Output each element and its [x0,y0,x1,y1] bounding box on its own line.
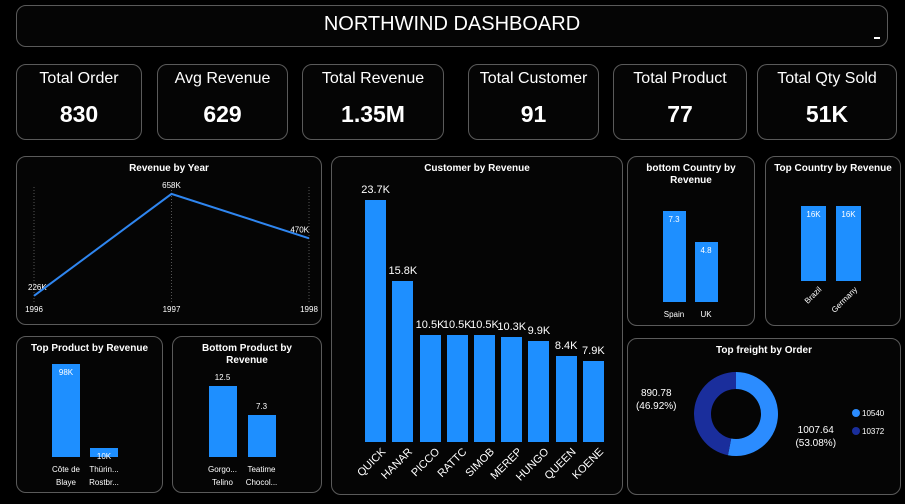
bar [555,356,577,442]
chart-panel: Top Product by Revenue 98K Côte de Blaye 10… [16,336,163,493]
chart-title: Customer by Revenue [424,163,530,174]
bar [694,242,718,302]
data-label: 10.5K [415,318,445,331]
kpi-label: Total Qty Sold [777,70,877,87]
chart-title: Top Country by Revenue [774,163,892,174]
x-tick-label: 1997 [163,305,181,314]
bar [474,334,495,442]
bar [208,385,237,457]
data-label: 10.5K [470,318,499,331]
bar [365,200,387,442]
chart-panel: Customer by Revenue 23.7K QUICK 15.8K HANAR 1… [331,156,623,495]
x-tick-label: 1996 [25,305,43,314]
kpi-card: Avg Revenue 629 [157,64,288,140]
x-tick-label: 1998 [300,305,318,314]
x-tick-label: Thürin... Rostbr... [89,465,119,487]
data-label: 4.8 [700,246,712,255]
chart-panel: Bottom Product by Revenue 12.5 Gorgo... Te… [172,336,322,493]
kpi-label: Total Revenue [321,70,425,87]
bar [247,415,276,457]
chart-title: Top freight by Order [716,345,812,356]
x-tick-label: Teatime Chocol... [245,465,278,487]
data-label: 7.3 [255,402,268,412]
kpi-card: Total Order 830 [16,64,142,140]
x-tick-label: Gorgo... Telino [208,465,237,487]
data-label: 226K [28,283,47,292]
chart-title: Revenue by Year [129,163,209,174]
kpi-label: Total Customer [479,70,588,87]
bar [419,334,441,442]
x-tick-label: RATTC [435,446,470,480]
legend-swatch [852,427,860,435]
donut-slice [694,372,736,456]
x-tick-label: Côte de Blaye [51,465,81,487]
data-label: 15.8K [388,264,418,277]
bar [662,210,686,302]
donut-plot: 10540 10372 [694,372,885,456]
chart-title: bottom Country by Revenue [646,163,736,186]
chart-panel: bottom Country by Revenue 7.3 Spain 4.8 UK [627,156,755,326]
data-label: 16K [841,210,856,220]
x-tick-label: Brazil [803,285,824,306]
chart-panel: Revenue by Year 1996 226K 1997 658K 1998 470K [16,156,322,325]
bar [528,341,550,442]
data-label: 1007.64 (53.08%) [795,425,837,450]
legend-label: 10540 [862,409,885,418]
data-label: 16K [806,210,821,220]
data-label: 10.5K [442,318,472,331]
kpi-value: 629 [203,101,242,127]
dashboard-title: NORTHWIND DASHBOARD [323,13,581,35]
kpi-value: 77 [667,101,693,127]
bar [392,280,414,442]
bar [836,206,861,281]
data-label: 98K [58,367,74,377]
data-label: 890.78 (46.92%) [635,387,677,412]
x-tick-label: Germany [829,285,859,315]
kpi-value: 51K [805,101,849,127]
kpi-card: Total Revenue 1.35M [302,64,444,140]
kpi-label: Avg Revenue [174,70,271,87]
line-plot: 1996 226K 1997 658K 1998 470K [25,181,318,314]
bar [446,334,468,442]
kpi-label: Total Product [633,70,727,87]
line [33,192,310,297]
legend-swatch [852,409,860,417]
data-label: 7.3 [668,214,680,224]
chart-panel: Top Country by Revenue 16K Brazil 16K German… [765,156,901,326]
chart-title: Bottom Product by Revenue [202,343,292,366]
donut-slice [727,372,778,456]
bar [90,447,118,457]
kpi-value: 91 [520,101,547,127]
chart-title: Top Product by Revenue [30,343,149,354]
data-label: 10.3K [497,320,527,333]
data-label: 12.5 [214,372,231,382]
x-tick-label: UK [700,310,712,319]
bar [52,363,80,457]
title-bar: NORTHWIND DASHBOARD [16,5,888,47]
data-label: 23.7K [361,184,390,197]
data-label: 658K [162,181,181,190]
data-label: 7.9K [582,345,605,358]
bar [501,336,523,442]
x-tick-label: Spain [663,310,685,319]
data-label: 10K [96,451,112,461]
kpi-label: Total Order [39,70,119,87]
data-label: 9.9K [527,325,551,338]
legend-label: 10372 [862,427,885,436]
kpi-value: 830 [59,101,99,127]
bar [582,361,604,442]
chart-panel: Top freight by Order 10540 10372 1007.64 (5… [627,338,901,495]
kpi-card: Total Qty Sold 51K [757,64,897,140]
kpi-card: Total Customer 91 [468,64,599,140]
bar [801,206,826,281]
data-label: 470K [290,225,309,234]
minimize-icon [874,37,880,39]
kpi-card: Total Product 77 [613,64,747,140]
kpi-value: 1.35M [341,101,405,127]
data-label: 8.4K [554,340,578,353]
